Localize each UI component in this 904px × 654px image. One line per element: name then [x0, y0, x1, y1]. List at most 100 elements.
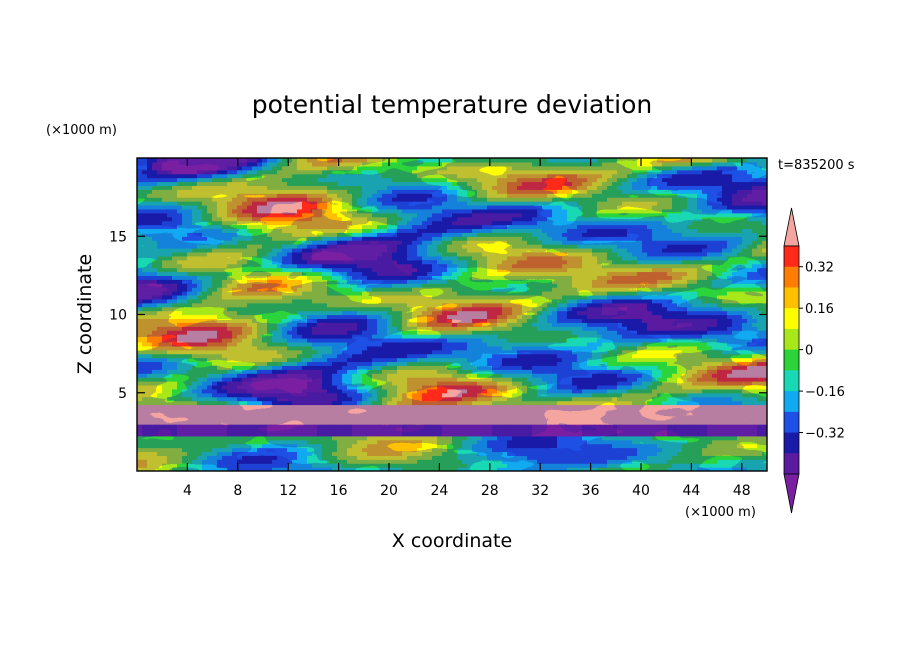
- heatmap-cell: [267, 396, 273, 402]
- heatmap-cell: [172, 361, 178, 366]
- heatmap-cell: [247, 365, 253, 370]
- heatmap-cell: [232, 377, 238, 382]
- heatmap-cell: [457, 341, 463, 347]
- heatmap-cell: [477, 388, 483, 394]
- heatmap-cell: [497, 349, 503, 355]
- heatmap-cell: [692, 400, 698, 406]
- heatmap-cell: [412, 337, 418, 343]
- heatmap-cell: [282, 345, 288, 351]
- heatmap-cell: [722, 373, 728, 378]
- heatmap-cell: [267, 431, 273, 437]
- heatmap-cell: [417, 341, 423, 347]
- heatmap-cell: [712, 318, 718, 323]
- heatmap-cell: [322, 326, 328, 331]
- heatmap-cell: [167, 427, 173, 433]
- heatmap-cell: [497, 361, 503, 366]
- heatmap-cell: [727, 345, 733, 351]
- heatmap-cell: [232, 463, 238, 468]
- heatmap-cell: [417, 420, 423, 425]
- heatmap-cell: [697, 463, 703, 468]
- heatmap-cell: [312, 463, 318, 468]
- heatmap-cell: [272, 322, 278, 327]
- heatmap-cell: [492, 392, 498, 398]
- heatmap-cell: [262, 463, 268, 468]
- heatmap-cell: [287, 424, 293, 429]
- heatmap-cell: [707, 404, 713, 409]
- heatmap-cell: [337, 431, 343, 437]
- heatmap-cell: [757, 318, 763, 323]
- heatmap-cell: [522, 455, 528, 460]
- heatmap-cell: [137, 463, 143, 468]
- heatmap-cell: [172, 365, 178, 370]
- heatmap-cell: [237, 451, 243, 456]
- heatmap-cell: [447, 314, 453, 320]
- heatmap-cell: [562, 330, 568, 335]
- heatmap-cell: [177, 369, 183, 374]
- heatmap-cell: [487, 361, 493, 366]
- heatmap-cell: [532, 447, 538, 453]
- heatmap-cell: [497, 318, 503, 323]
- heatmap-cell: [667, 400, 673, 406]
- heatmap-cell: [317, 404, 323, 409]
- heatmap-cell: [652, 427, 658, 433]
- heatmap-cell: [157, 349, 163, 355]
- heatmap-cell: [502, 400, 508, 406]
- heatmap-cell: [202, 314, 208, 320]
- heatmap-cell: [372, 408, 378, 413]
- heatmap-cell: [427, 326, 433, 331]
- heatmap-cell: [397, 408, 403, 413]
- heatmap-cell: [302, 322, 308, 327]
- heatmap-cell: [372, 349, 378, 355]
- heatmap-cell: [252, 400, 258, 406]
- heatmap-cell: [187, 349, 193, 355]
- heatmap-cell: [332, 341, 338, 347]
- heatmap-cell: [442, 424, 448, 429]
- heatmap-cell: [662, 357, 668, 363]
- heatmap-cell: [722, 431, 728, 437]
- heatmap-cell: [277, 377, 283, 382]
- heatmap-cell: [632, 345, 638, 351]
- heatmap-cell: [442, 377, 448, 382]
- heatmap-cell: [187, 322, 193, 327]
- heatmap-cell: [707, 373, 713, 378]
- heatmap-cell: [207, 463, 213, 468]
- heatmap-cell: [332, 381, 338, 386]
- heatmap-cell: [297, 341, 303, 347]
- heatmap-cell: [552, 349, 558, 355]
- heatmap-cell: [592, 345, 598, 351]
- heatmap-cell: [752, 439, 758, 445]
- heatmap-cell: [587, 365, 593, 370]
- heatmap-cell: [227, 322, 233, 327]
- heatmap-cell: [242, 322, 248, 327]
- heatmap-cell: [662, 447, 668, 453]
- heatmap-cell: [387, 361, 393, 366]
- heatmap-cell: [577, 408, 583, 413]
- heatmap-cell: [142, 467, 148, 471]
- heatmap-cell: [582, 404, 588, 409]
- heatmap-cell: [162, 357, 168, 363]
- heatmap-cell: [457, 463, 463, 468]
- heatmap-cell: [467, 357, 473, 363]
- heatmap-cell: [737, 455, 743, 460]
- heatmap-cell: [247, 377, 253, 382]
- heatmap-cell: [202, 467, 208, 471]
- heatmap-cell: [422, 369, 428, 374]
- heatmap-cell: [327, 435, 333, 441]
- heatmap-cell: [422, 400, 428, 406]
- heatmap-cell: [482, 337, 488, 343]
- heatmap-cell: [417, 345, 423, 351]
- heatmap-cell: [512, 345, 518, 351]
- heatmap-cell: [567, 326, 573, 331]
- heatmap-cell: [387, 341, 393, 347]
- heatmap-cell: [732, 392, 738, 398]
- heatmap-cell: [577, 404, 583, 409]
- heatmap-cell: [407, 353, 413, 359]
- heatmap-cell: [607, 381, 613, 386]
- heatmap-cell: [137, 447, 143, 453]
- heatmap-cell: [222, 330, 228, 335]
- heatmap-cell: [707, 412, 713, 417]
- heatmap-cell: [752, 369, 758, 374]
- heatmap-cell: [667, 384, 673, 390]
- heatmap-cell: [197, 459, 203, 464]
- heatmap-cell: [727, 337, 733, 343]
